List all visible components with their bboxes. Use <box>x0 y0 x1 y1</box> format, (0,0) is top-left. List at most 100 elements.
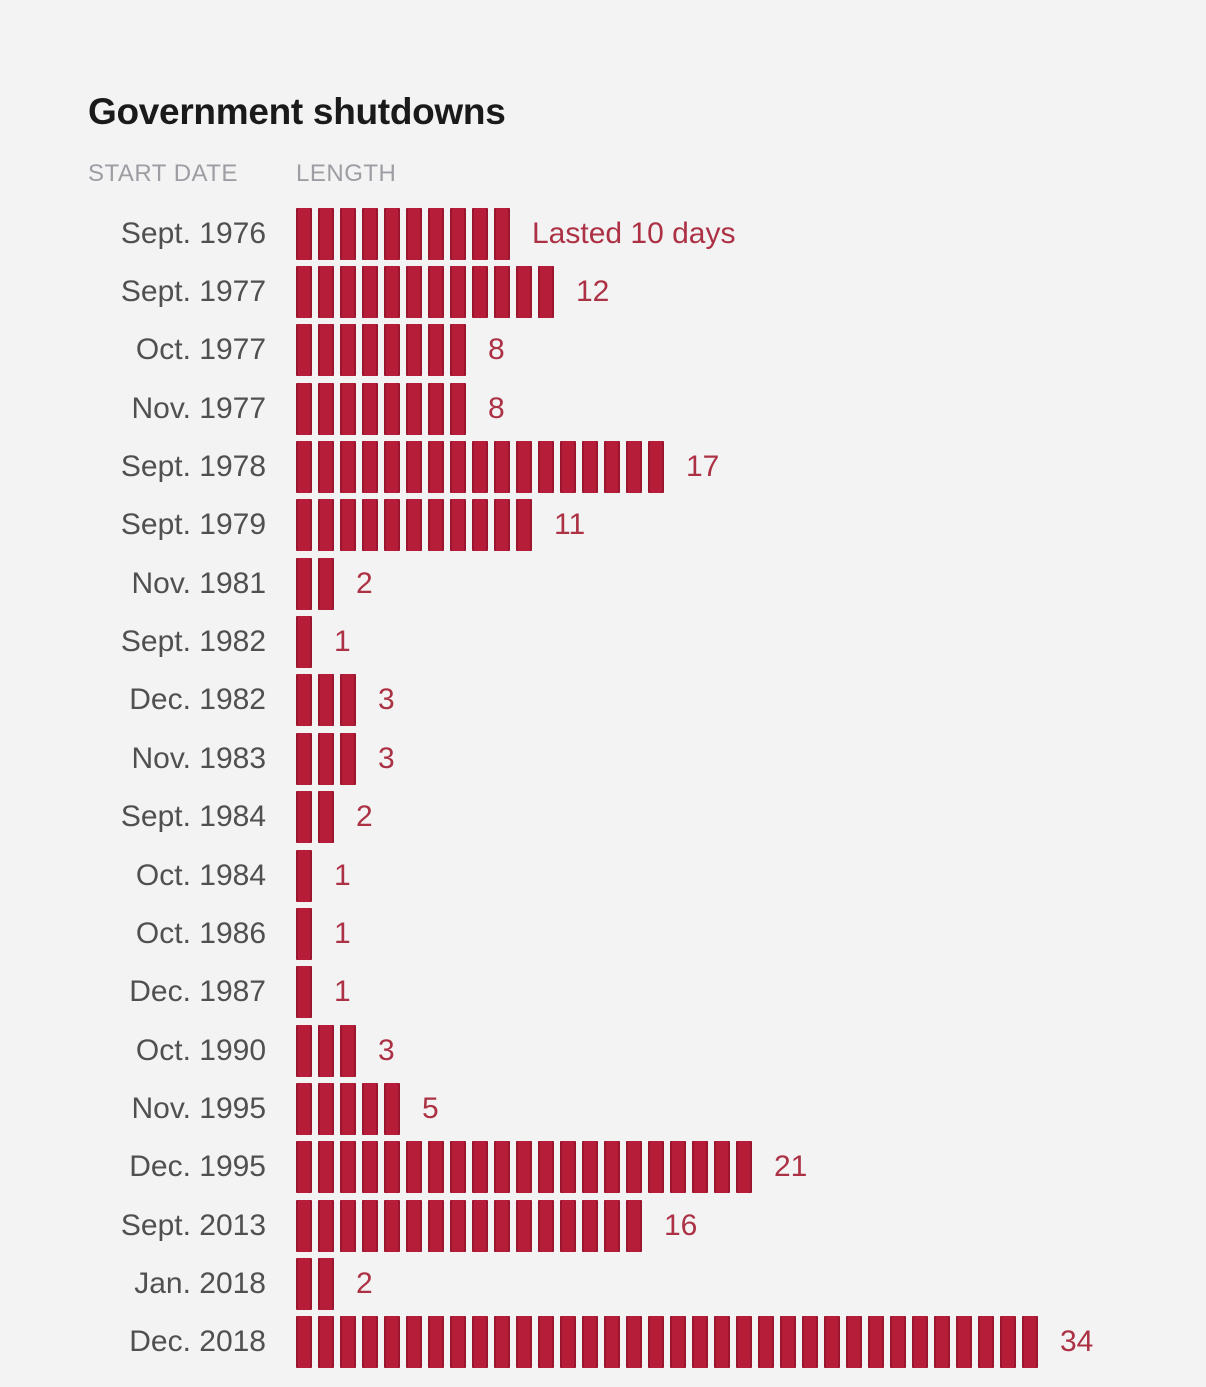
day-tick <box>384 499 400 552</box>
day-tick <box>428 1316 444 1369</box>
day-tick <box>560 1316 576 1369</box>
day-tick <box>450 207 466 260</box>
day-tick <box>648 1141 664 1194</box>
day-tick <box>340 382 356 435</box>
day-tick <box>428 207 444 260</box>
day-tick <box>340 732 356 785</box>
day-tick <box>318 1316 334 1369</box>
length-value-label: 5 <box>422 1091 439 1125</box>
shutdown-row: Dec. 2018 34 <box>88 1313 1206 1371</box>
length-tick-bar <box>296 1199 648 1252</box>
length-value-label: 1 <box>334 975 351 1009</box>
length-tick-bar <box>296 732 362 785</box>
day-tick <box>406 207 422 260</box>
day-tick <box>296 557 312 610</box>
day-tick <box>296 1316 312 1369</box>
start-date-label: Sept. 1976 <box>120 216 266 250</box>
day-tick <box>340 1199 356 1252</box>
shutdown-row: Dec. 1995 21 <box>88 1138 1206 1196</box>
length-value-label: 16 <box>664 1208 698 1242</box>
day-tick <box>692 1141 708 1194</box>
day-tick <box>626 441 642 494</box>
day-tick <box>384 1082 400 1135</box>
day-tick <box>450 266 466 319</box>
start-date-label: Sept. 2013 <box>120 1208 266 1242</box>
day-tick <box>362 441 378 494</box>
start-date-label: Jan. 2018 <box>134 1266 266 1300</box>
start-date-label: Sept. 1982 <box>120 625 266 659</box>
shutdown-row: Sept. 1979 11 <box>88 496 1206 554</box>
day-tick <box>340 674 356 727</box>
day-tick <box>802 1316 818 1369</box>
day-tick <box>890 1316 906 1369</box>
day-tick <box>318 499 334 552</box>
length-value-label: 17 <box>686 450 720 484</box>
length-tick-bar <box>296 499 538 552</box>
day-tick <box>296 674 312 727</box>
shutdown-row: Nov. 1981 2 <box>88 555 1206 613</box>
length-tick-bar <box>296 441 670 494</box>
day-tick <box>868 1316 884 1369</box>
length-tick-bar <box>296 791 340 844</box>
length-tick-bar <box>296 1082 406 1135</box>
day-tick <box>428 1199 444 1252</box>
shutdown-row: Oct. 1977 8 <box>88 321 1206 379</box>
day-tick <box>538 441 554 494</box>
day-tick <box>978 1316 994 1369</box>
day-tick <box>384 441 400 494</box>
day-tick <box>318 441 334 494</box>
day-tick <box>296 499 312 552</box>
length-value-label: 11 <box>554 508 586 542</box>
day-tick <box>362 499 378 552</box>
chart-title: Government shutdowns <box>88 91 506 132</box>
shutdown-row: Sept. 1976 Lasted 10 days <box>88 205 1206 263</box>
start-date-label: Dec. 2018 <box>129 1325 266 1359</box>
start-date-label: Sept. 1978 <box>120 450 266 484</box>
day-tick <box>670 1316 686 1369</box>
day-tick <box>956 1316 972 1369</box>
shutdown-row: Jan. 2018 2 <box>88 1255 1206 1313</box>
day-tick <box>494 441 510 494</box>
day-tick <box>494 1316 510 1369</box>
start-date-label: Oct. 1984 <box>135 858 266 892</box>
length-value-label: 34 <box>1060 1325 1094 1359</box>
day-tick <box>582 441 598 494</box>
day-tick <box>340 441 356 494</box>
day-tick <box>758 1316 774 1369</box>
start-date-label: Sept. 1979 <box>120 508 266 542</box>
length-value-label: 21 <box>774 1150 808 1184</box>
day-tick <box>494 207 510 260</box>
day-tick <box>428 1141 444 1194</box>
day-tick <box>406 1141 422 1194</box>
length-value-label: 1 <box>334 625 351 659</box>
column-headers: START DATE LENGTH <box>88 160 1206 187</box>
day-tick <box>1000 1316 1016 1369</box>
shutdown-row: Sept. 1982 1 <box>88 613 1206 671</box>
day-tick <box>582 1141 598 1194</box>
length-tick-bar <box>296 1141 758 1194</box>
day-tick <box>362 1141 378 1194</box>
shutdown-row: Oct. 1986 1 <box>88 905 1206 963</box>
length-value-label: 2 <box>356 1266 373 1300</box>
day-tick <box>340 324 356 377</box>
day-tick <box>340 207 356 260</box>
day-tick <box>362 207 378 260</box>
day-tick <box>296 849 312 902</box>
day-tick <box>450 499 466 552</box>
day-tick <box>450 382 466 435</box>
day-tick <box>1022 1316 1038 1369</box>
start-date-label: Nov. 1977 <box>131 391 266 425</box>
day-tick <box>362 1316 378 1369</box>
day-tick <box>450 1316 466 1369</box>
length-value-label: 8 <box>488 333 505 367</box>
length-value-label: 8 <box>488 391 505 425</box>
day-tick <box>362 382 378 435</box>
day-tick <box>560 1141 576 1194</box>
day-tick <box>318 207 334 260</box>
day-tick <box>604 1141 620 1194</box>
start-date-label: Dec. 1987 <box>129 975 266 1009</box>
shutdown-row: Oct. 1990 3 <box>88 1021 1206 1079</box>
start-date-label: Sept. 1984 <box>120 800 266 834</box>
day-tick <box>296 966 312 1019</box>
